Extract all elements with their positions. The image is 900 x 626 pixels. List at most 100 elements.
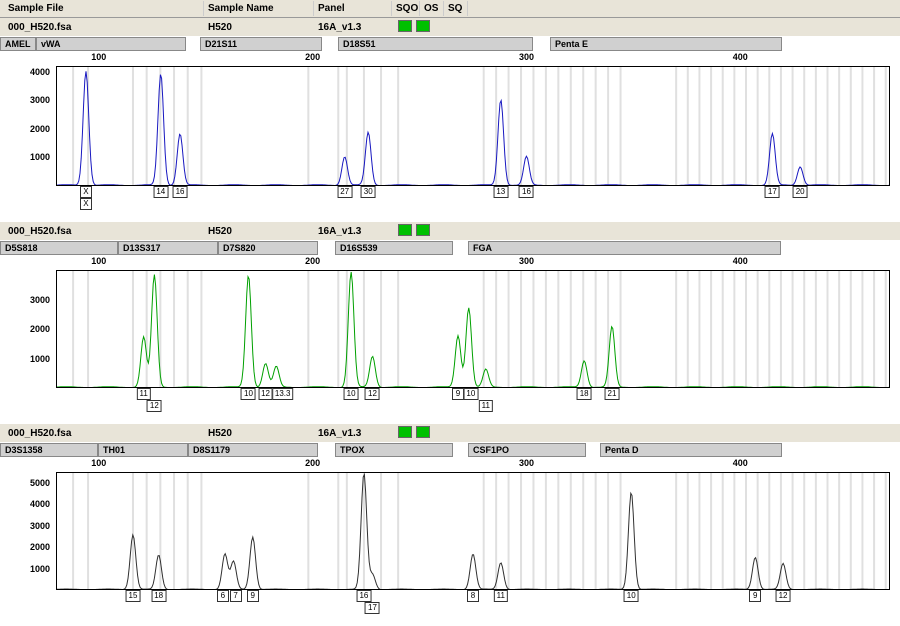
marker-tag: Penta E — [550, 37, 782, 51]
quality-indicator — [416, 20, 430, 32]
panel: 000_H520.fsaH52016A_v1.3AMELvWAD21S11D18… — [0, 18, 900, 214]
ytick: 1000 — [30, 354, 50, 364]
chart-area: 10002000300040005000 — [0, 472, 900, 590]
xtick: 100 — [91, 458, 106, 468]
allele-call: 27 — [337, 186, 352, 198]
allele-call: 10 — [241, 388, 256, 400]
ytick: 4000 — [30, 67, 50, 77]
marker-tag: D21S11 — [200, 37, 322, 51]
allele-call: 9 — [452, 388, 464, 400]
allele-row: 1112101213.31012910111821 — [56, 388, 890, 416]
ytick: 3000 — [30, 95, 50, 105]
allele-call: 30 — [361, 186, 376, 198]
allele-call: 16 — [173, 186, 188, 198]
marker-tag: TPOX — [335, 443, 453, 457]
sample-name: H520 — [204, 224, 314, 239]
xtick: 400 — [733, 256, 748, 266]
chart-area: 1000 2000 3000 4000 — [0, 66, 900, 186]
electropherogram — [56, 472, 890, 590]
allele-call: 11 — [479, 400, 493, 412]
allele-call: 12 — [776, 590, 791, 602]
allele-call: 16 — [519, 186, 534, 198]
allele-call: 7 — [230, 590, 242, 602]
allele-call: X — [80, 186, 92, 198]
xaxis: 100200300400 — [56, 458, 890, 472]
quality-indicator — [416, 426, 430, 438]
marker-tag: D13S317 — [118, 241, 218, 255]
allele-call: 11 — [137, 388, 151, 400]
electropherogram — [56, 270, 890, 388]
allele-call: 14 — [153, 186, 168, 198]
sample-name: H520 — [204, 20, 314, 35]
header-cell: SQO — [392, 1, 420, 16]
quality-indicator — [398, 224, 412, 236]
xtick: 100 — [91, 52, 106, 62]
yaxis: 1000 2000 3000 4000 — [0, 66, 56, 186]
allele-call: 21 — [605, 388, 620, 400]
sample-info-row: 000_H520.fsaH52016A_v1.3 — [0, 222, 900, 240]
xtick: 300 — [519, 256, 534, 266]
xtick: 300 — [519, 52, 534, 62]
yaxis: 1000 2000 3000 — [0, 270, 56, 388]
allele-call: 17 — [365, 602, 380, 614]
ytick: 2000 — [30, 124, 50, 134]
xaxis: 100200300400 — [56, 52, 890, 66]
panel: 000_H520.fsaH52016A_v1.3D3S1358TH01D8S11… — [0, 424, 900, 618]
xtick: 200 — [305, 458, 320, 468]
xtick: 200 — [305, 52, 320, 62]
ytick: 2000 — [30, 324, 50, 334]
marker-tag: D3S1358 — [0, 443, 98, 457]
ytick: 3000 — [30, 295, 50, 305]
ytick: 3000 — [30, 521, 50, 531]
allele-call: 20 — [793, 186, 808, 198]
ytick: 4000 — [30, 499, 50, 509]
allele-call: 12 — [258, 388, 273, 400]
allele-call: 13 — [493, 186, 508, 198]
sample-name: H520 — [204, 426, 314, 441]
sample-file: 000_H520.fsa — [4, 224, 204, 239]
allele-call: 18 — [151, 590, 166, 602]
indicators — [392, 222, 452, 241]
xtick: 300 — [519, 458, 534, 468]
panel: 000_H520.fsaH52016A_v1.3D5S818D13S317D7S… — [0, 222, 900, 416]
sample-file: 000_H520.fsa — [4, 426, 204, 441]
panel-name: 16A_v1.3 — [314, 224, 392, 239]
marker-tag: D8S1179 — [188, 443, 318, 457]
allele-call: 12 — [147, 400, 162, 412]
marker-tag: D5S818 — [0, 241, 118, 255]
allele-call: 13.3 — [272, 388, 294, 400]
allele-call: 10 — [463, 388, 478, 400]
quality-indicator — [416, 224, 430, 236]
sample-info-row: 000_H520.fsaH52016A_v1.3 — [0, 18, 900, 36]
marker-tag: CSF1PO — [468, 443, 586, 457]
allele-call: 9 — [749, 590, 761, 602]
sample-info-row: 000_H520.fsaH52016A_v1.3 — [0, 424, 900, 442]
header-row: Sample FileSample NamePanelSQOOSSQ — [0, 0, 900, 18]
panel-name: 16A_v1.3 — [314, 20, 392, 35]
marker-row: D3S1358TH01D8S1179 TPOX CSF1PO Penta D — [0, 442, 900, 458]
header-cell: Sample File — [4, 1, 204, 16]
marker-tag: vWA — [36, 37, 186, 51]
quality-indicator — [398, 426, 412, 438]
marker-tag: TH01 — [98, 443, 188, 457]
allele-row: 1518679161781110912 — [56, 590, 890, 618]
electropherogram — [56, 66, 890, 186]
header-cell: OS — [420, 1, 444, 16]
yaxis: 10002000300040005000 — [0, 472, 56, 590]
allele-call: 11 — [494, 590, 508, 602]
marker-tag: FGA — [468, 241, 781, 255]
allele-call: 9 — [247, 590, 259, 602]
marker-tag: Penta D — [600, 443, 782, 457]
header-cell: Panel — [314, 1, 392, 16]
allele-call: 8 — [467, 590, 479, 602]
indicators — [392, 18, 452, 37]
xtick: 200 — [305, 256, 320, 266]
header-cell: Sample Name — [204, 1, 314, 16]
marker-tag: D18S51 — [338, 37, 533, 51]
indicators — [392, 424, 452, 443]
allele-call: 12 — [365, 388, 380, 400]
allele-call: 6 — [217, 590, 229, 602]
marker-row: AMELvWAD21S11D18S51Penta E — [0, 36, 900, 52]
ytick: 1000 — [30, 152, 50, 162]
allele-call: 10 — [624, 590, 639, 602]
